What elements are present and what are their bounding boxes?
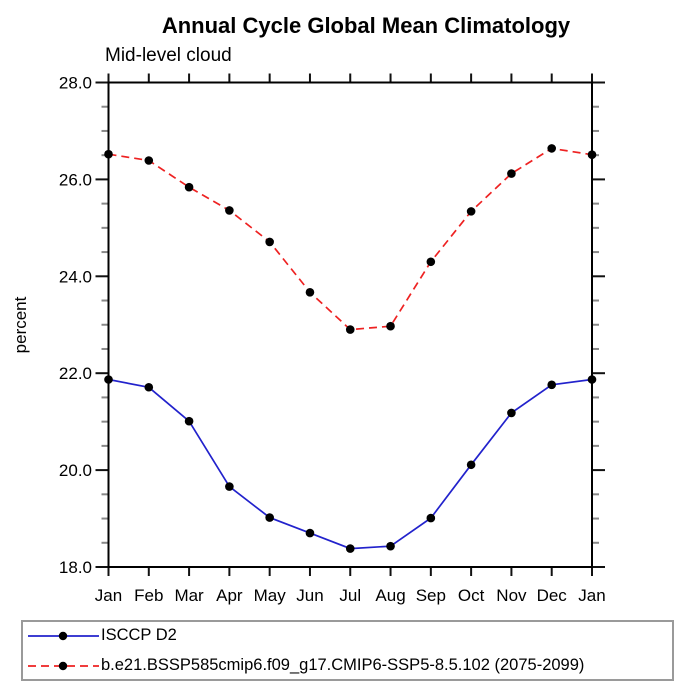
data-point [104, 375, 113, 384]
x-tick-label: Aug [375, 586, 405, 605]
data-point [265, 237, 274, 247]
legend-label: ISCCP D2 [101, 626, 177, 645]
legend: ISCCP D2 b.e21.BSSP585cmip6.f09_g17.CMIP… [21, 620, 674, 681]
data-point [587, 375, 597, 384]
x-tick-label: Apr [216, 586, 243, 605]
data-point [104, 149, 113, 159]
x-tick-label: Nov [496, 586, 527, 605]
legend-line-solid-icon [28, 631, 99, 640]
data-point [547, 144, 557, 153]
data-point [547, 380, 557, 390]
plot-area: 18.0 20.0 22.0 24.0 26.0 28.0 Jan Feb Mar Apr May J… [11, 73, 606, 605]
x-tick-label: Mar [174, 586, 204, 605]
y-tick-label: 18.0 [59, 558, 92, 577]
data-point [265, 513, 274, 522]
y-tick-label: 24.0 [59, 267, 92, 286]
chart-title: Annual Cycle Global Mean Climatology [161, 13, 571, 38]
legend-line-dashed-icon [28, 661, 99, 670]
y-tick-label: 28.0 [59, 74, 92, 93]
data-point [426, 257, 436, 267]
series-line-1 [108, 147, 593, 331]
data-point [225, 482, 234, 491]
legend-item-isccp: ISCCP D2 [27, 623, 672, 649]
data-point [386, 541, 395, 551]
series-line-0 [108, 378, 593, 550]
data-point [305, 528, 315, 538]
y-tick-label: 20.0 [59, 461, 92, 480]
data-point [144, 156, 154, 165]
x-tick-label: May [254, 586, 287, 605]
legend-label: b.e21.BSSP585cmip6.f09_g17.CMIP6-SSP5-8.… [101, 656, 585, 675]
data-point [144, 382, 154, 392]
data-point [466, 460, 476, 470]
x-tick-label: Jan [95, 586, 122, 605]
chart-subtitle: Mid-level cloud [105, 45, 232, 66]
data-point [426, 513, 436, 523]
data-point [184, 182, 194, 192]
data-point [466, 207, 476, 216]
x-tick-label: Jan [578, 586, 605, 605]
x-tick-label: Sep [416, 586, 446, 605]
data-point [386, 321, 395, 331]
y-tick-label: 22.0 [59, 364, 92, 383]
data-point [225, 206, 234, 215]
data-point [507, 408, 516, 418]
x-tick-label: Dec [537, 586, 568, 605]
data-point [587, 150, 597, 159]
data-point [345, 544, 355, 553]
data-point [345, 325, 355, 334]
data-point [305, 287, 315, 297]
y-axis-title: percent [11, 296, 30, 353]
data-point [507, 169, 516, 178]
plot-frame [107, 81, 593, 568]
x-tick-label: Oct [458, 586, 485, 605]
data-point [184, 416, 194, 426]
legend-item-model: b.e21.BSSP585cmip6.f09_g17.CMIP6-SSP5-8.… [27, 653, 672, 679]
x-tick-label: Jul [339, 586, 361, 605]
x-tick-label: Jun [296, 586, 323, 605]
y-tick-label: 26.0 [59, 170, 92, 189]
x-tick-label: Feb [134, 586, 163, 605]
